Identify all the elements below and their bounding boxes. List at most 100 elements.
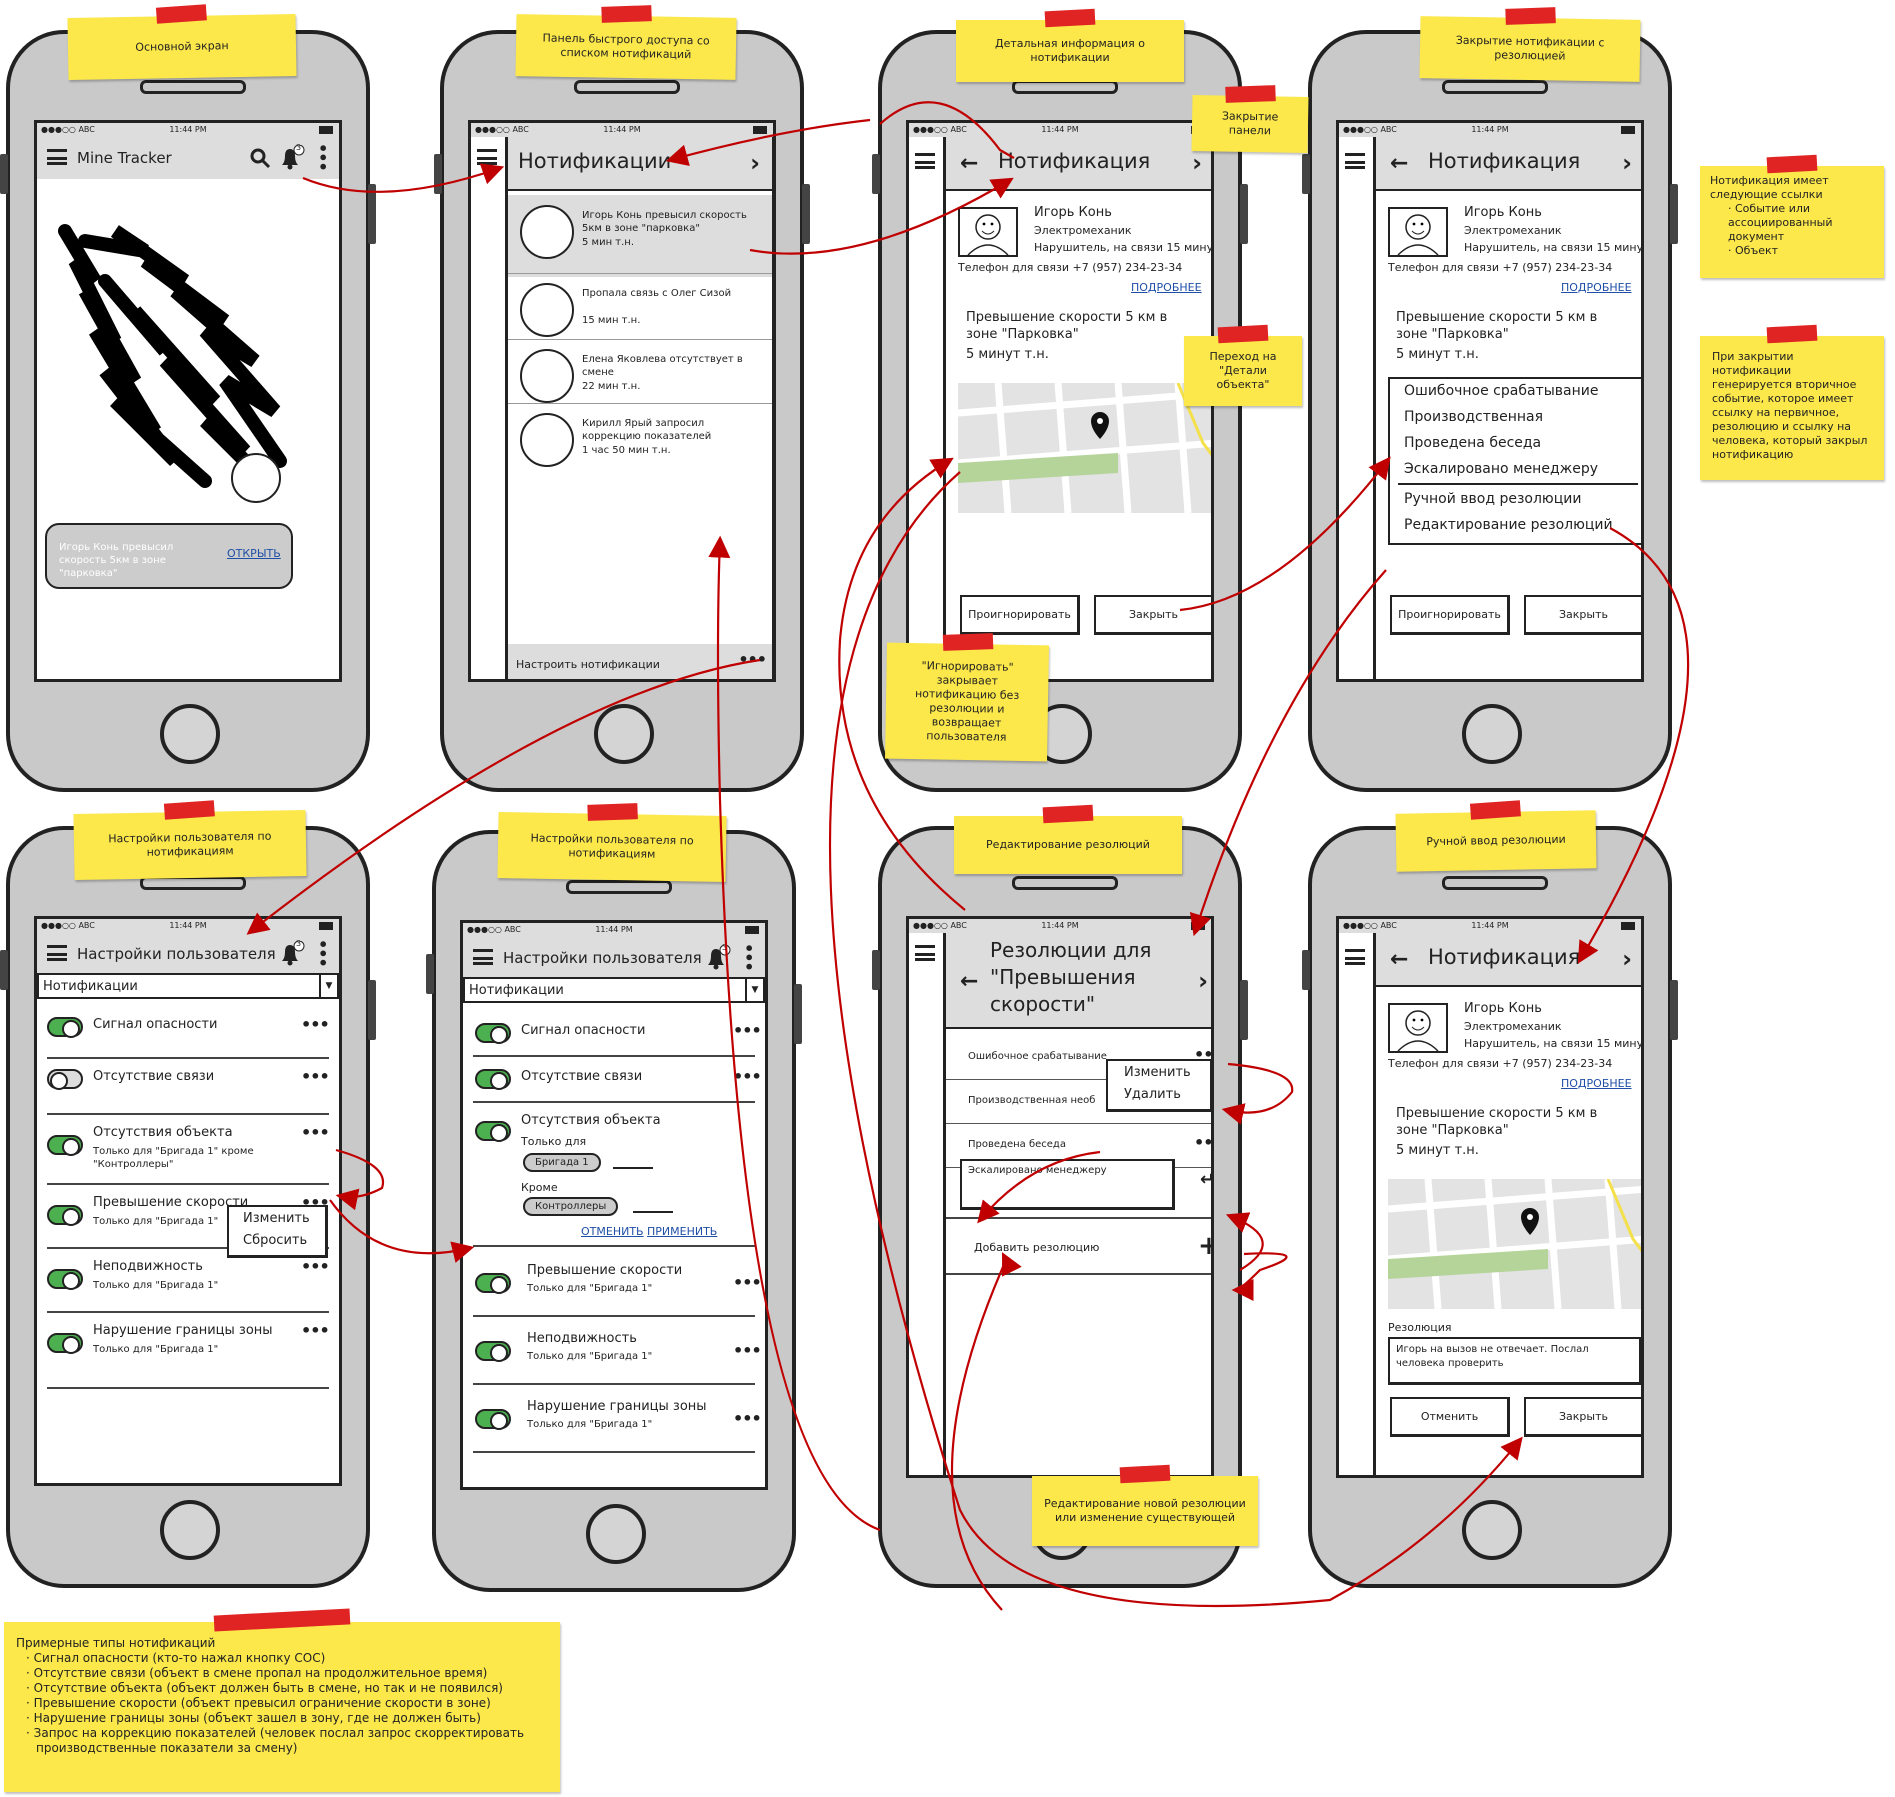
home-button[interactable]	[160, 1500, 220, 1560]
notification-text[interactable]: Игорь Конь превысил скорость 5км в зоне …	[582, 210, 747, 234]
menu-icon[interactable]	[915, 153, 935, 169]
chevron-right-icon[interactable]: ›	[1622, 149, 1632, 177]
ignore-button[interactable]: Проигнорировать	[1390, 595, 1510, 635]
apply-link[interactable]: ПРИМЕНИТЬ	[647, 1225, 718, 1238]
menu-edit[interactable]: Изменить	[1124, 1065, 1191, 1080]
notification-text[interactable]: Пропала связь с Олег Сизой	[582, 288, 732, 299]
resolution-edit-input[interactable]: Эскалировано менеджеру	[960, 1159, 1175, 1210]
bell-icon[interactable]	[703, 945, 733, 971]
menu-icon[interactable]	[1345, 153, 1365, 169]
toggle-1[interactable]	[475, 1069, 511, 1090]
chevron-right-icon[interactable]: ›	[750, 149, 760, 177]
ignore-button[interactable]: Проигнорировать	[960, 595, 1080, 635]
overflow-icon[interactable]: •••	[301, 1321, 330, 1340]
screen: ●●●○○ ABC 11:44 PM Mine Tracker 3 ••• Иго…	[34, 120, 342, 682]
overflow-icon[interactable]: •••	[1194, 1133, 1213, 1152]
resolution-option[interactable]: Эскалировано менеджеру	[1404, 461, 1599, 477]
overflow-icon[interactable]: •••	[301, 1067, 330, 1086]
resolution-action[interactable]: Ручной ввод резолюции	[1404, 491, 1582, 507]
search-icon[interactable]	[249, 147, 271, 169]
toggle-5[interactable]	[47, 1333, 83, 1354]
notification-toast[interactable]: Игорь Конь превысил скорость 5км в зоне …	[45, 523, 293, 589]
overflow-icon[interactable]: •••	[733, 1409, 762, 1428]
more-link[interactable]: ПОДРОБНЕЕ	[1131, 281, 1202, 294]
toggle-2[interactable]	[47, 1135, 83, 1156]
category-dropdown[interactable]: Нотификации ▼	[463, 977, 765, 1003]
add-icon[interactable]: +	[1198, 1231, 1211, 1261]
resolution-item[interactable]: Проведена беседа	[968, 1139, 1066, 1150]
toggle-1[interactable]	[47, 1069, 83, 1090]
resolution-option[interactable]: Проведена беседа	[1404, 435, 1542, 451]
fab-button[interactable]	[231, 453, 281, 503]
close-button[interactable]: Закрыть	[1524, 595, 1641, 635]
toggle-4[interactable]	[47, 1269, 83, 1290]
chevron-down-icon[interactable]: ▼	[745, 979, 763, 1001]
home-button[interactable]	[586, 1504, 646, 1564]
close-button[interactable]: Закрыть	[1094, 595, 1211, 635]
notification-text[interactable]: Елена Яковлева отсутствует в смене	[582, 354, 743, 378]
overflow-icon[interactable]: •••	[301, 1015, 330, 1034]
overflow-icon[interactable]: •••	[738, 650, 767, 669]
toast-open-link[interactable]: ОТКРЫТЬ	[227, 547, 281, 560]
menu-icon[interactable]	[477, 149, 497, 165]
resolution-textarea[interactable]: Игорь на вызов не отвечает. Послал челов…	[1388, 1337, 1641, 1385]
back-arrow-icon[interactable]: ←	[1390, 151, 1409, 176]
home-button[interactable]	[160, 704, 220, 764]
overflow-icon[interactable]: •••	[733, 1273, 762, 1292]
toggle-0[interactable]	[475, 1023, 511, 1044]
configure-notifications-link[interactable]: Настроить нотификации	[516, 658, 660, 671]
toggle-2[interactable]	[475, 1121, 511, 1142]
more-link[interactable]: ПОДРОБНЕЕ	[1561, 281, 1632, 294]
map[interactable]	[1388, 1179, 1641, 1309]
chevron-right-icon[interactable]: ›	[1622, 945, 1632, 973]
toggle-3[interactable]	[475, 1273, 511, 1294]
cancel-link[interactable]: ОТМЕНИТЬ	[581, 1225, 644, 1238]
category-dropdown[interactable]: Нотификации ▼	[37, 973, 339, 999]
chevron-down-icon[interactable]: ▼	[319, 975, 337, 997]
chip-controllers[interactable]: Контроллеры	[523, 1197, 619, 1216]
back-arrow-icon[interactable]: ←	[960, 969, 979, 994]
resolution-item[interactable]: Ошибочное срабатывание	[968, 1051, 1107, 1062]
toggle-5[interactable]	[475, 1409, 511, 1430]
close-button[interactable]: Закрыть	[1524, 1397, 1641, 1437]
menu-delete[interactable]: Удалить	[1124, 1087, 1181, 1102]
home-button[interactable]	[594, 704, 654, 764]
back-arrow-icon[interactable]: ←	[960, 151, 979, 176]
menu-icon[interactable]	[1345, 949, 1365, 965]
overflow-icon[interactable]: •••	[739, 943, 758, 971]
overflow-icon[interactable]: •••	[313, 939, 332, 967]
menu-icon[interactable]	[47, 945, 67, 961]
menu-reset[interactable]: Сбросить	[243, 1233, 308, 1248]
chevron-right-icon[interactable]: ›	[1198, 967, 1208, 995]
overflow-icon[interactable]: •••	[313, 143, 332, 171]
menu-icon[interactable]	[47, 149, 67, 165]
menu-icon[interactable]	[473, 949, 493, 965]
home-button[interactable]	[1462, 704, 1522, 764]
toggle-4[interactable]	[475, 1341, 511, 1362]
chevron-right-icon[interactable]: ›	[1192, 149, 1202, 177]
overflow-icon[interactable]: •••	[733, 1341, 762, 1360]
resolution-option[interactable]: Производственная	[1404, 409, 1544, 425]
menu-edit[interactable]: Изменить	[243, 1211, 310, 1226]
note-item: · Сигнал опасности (кто-то нажал кнопку …	[26, 1651, 326, 1665]
chip-brigade[interactable]: Бригада 1	[523, 1153, 601, 1172]
overflow-icon[interactable]: •••	[301, 1123, 330, 1142]
resolution-item[interactable]: Производственная необ	[968, 1095, 1096, 1106]
map[interactable]	[958, 383, 1211, 513]
overflow-icon[interactable]: •••	[733, 1067, 762, 1086]
menu-icon[interactable]	[915, 945, 935, 961]
bell-icon[interactable]	[277, 941, 307, 967]
more-link[interactable]: ПОДРОБНЕЕ	[1561, 1077, 1632, 1090]
bell-icon[interactable]	[277, 145, 307, 171]
cancel-button[interactable]: Отменить	[1390, 1397, 1510, 1437]
back-arrow-icon[interactable]: ←	[1390, 947, 1409, 972]
overflow-icon[interactable]: •••	[301, 1257, 330, 1276]
enter-icon[interactable]: ↵	[1200, 1169, 1214, 1190]
overflow-icon[interactable]: •••	[733, 1021, 762, 1040]
toggle-0[interactable]	[47, 1017, 83, 1038]
resolution-action[interactable]: Редактирование резолюций	[1404, 517, 1613, 533]
toggle-3[interactable]	[47, 1205, 83, 1226]
home-button[interactable]	[1462, 1500, 1522, 1560]
notification-text[interactable]: Кирилл Ярый запросил коррекцию показател…	[582, 418, 712, 442]
resolution-option[interactable]: Ошибочное срабатывание	[1404, 383, 1599, 399]
